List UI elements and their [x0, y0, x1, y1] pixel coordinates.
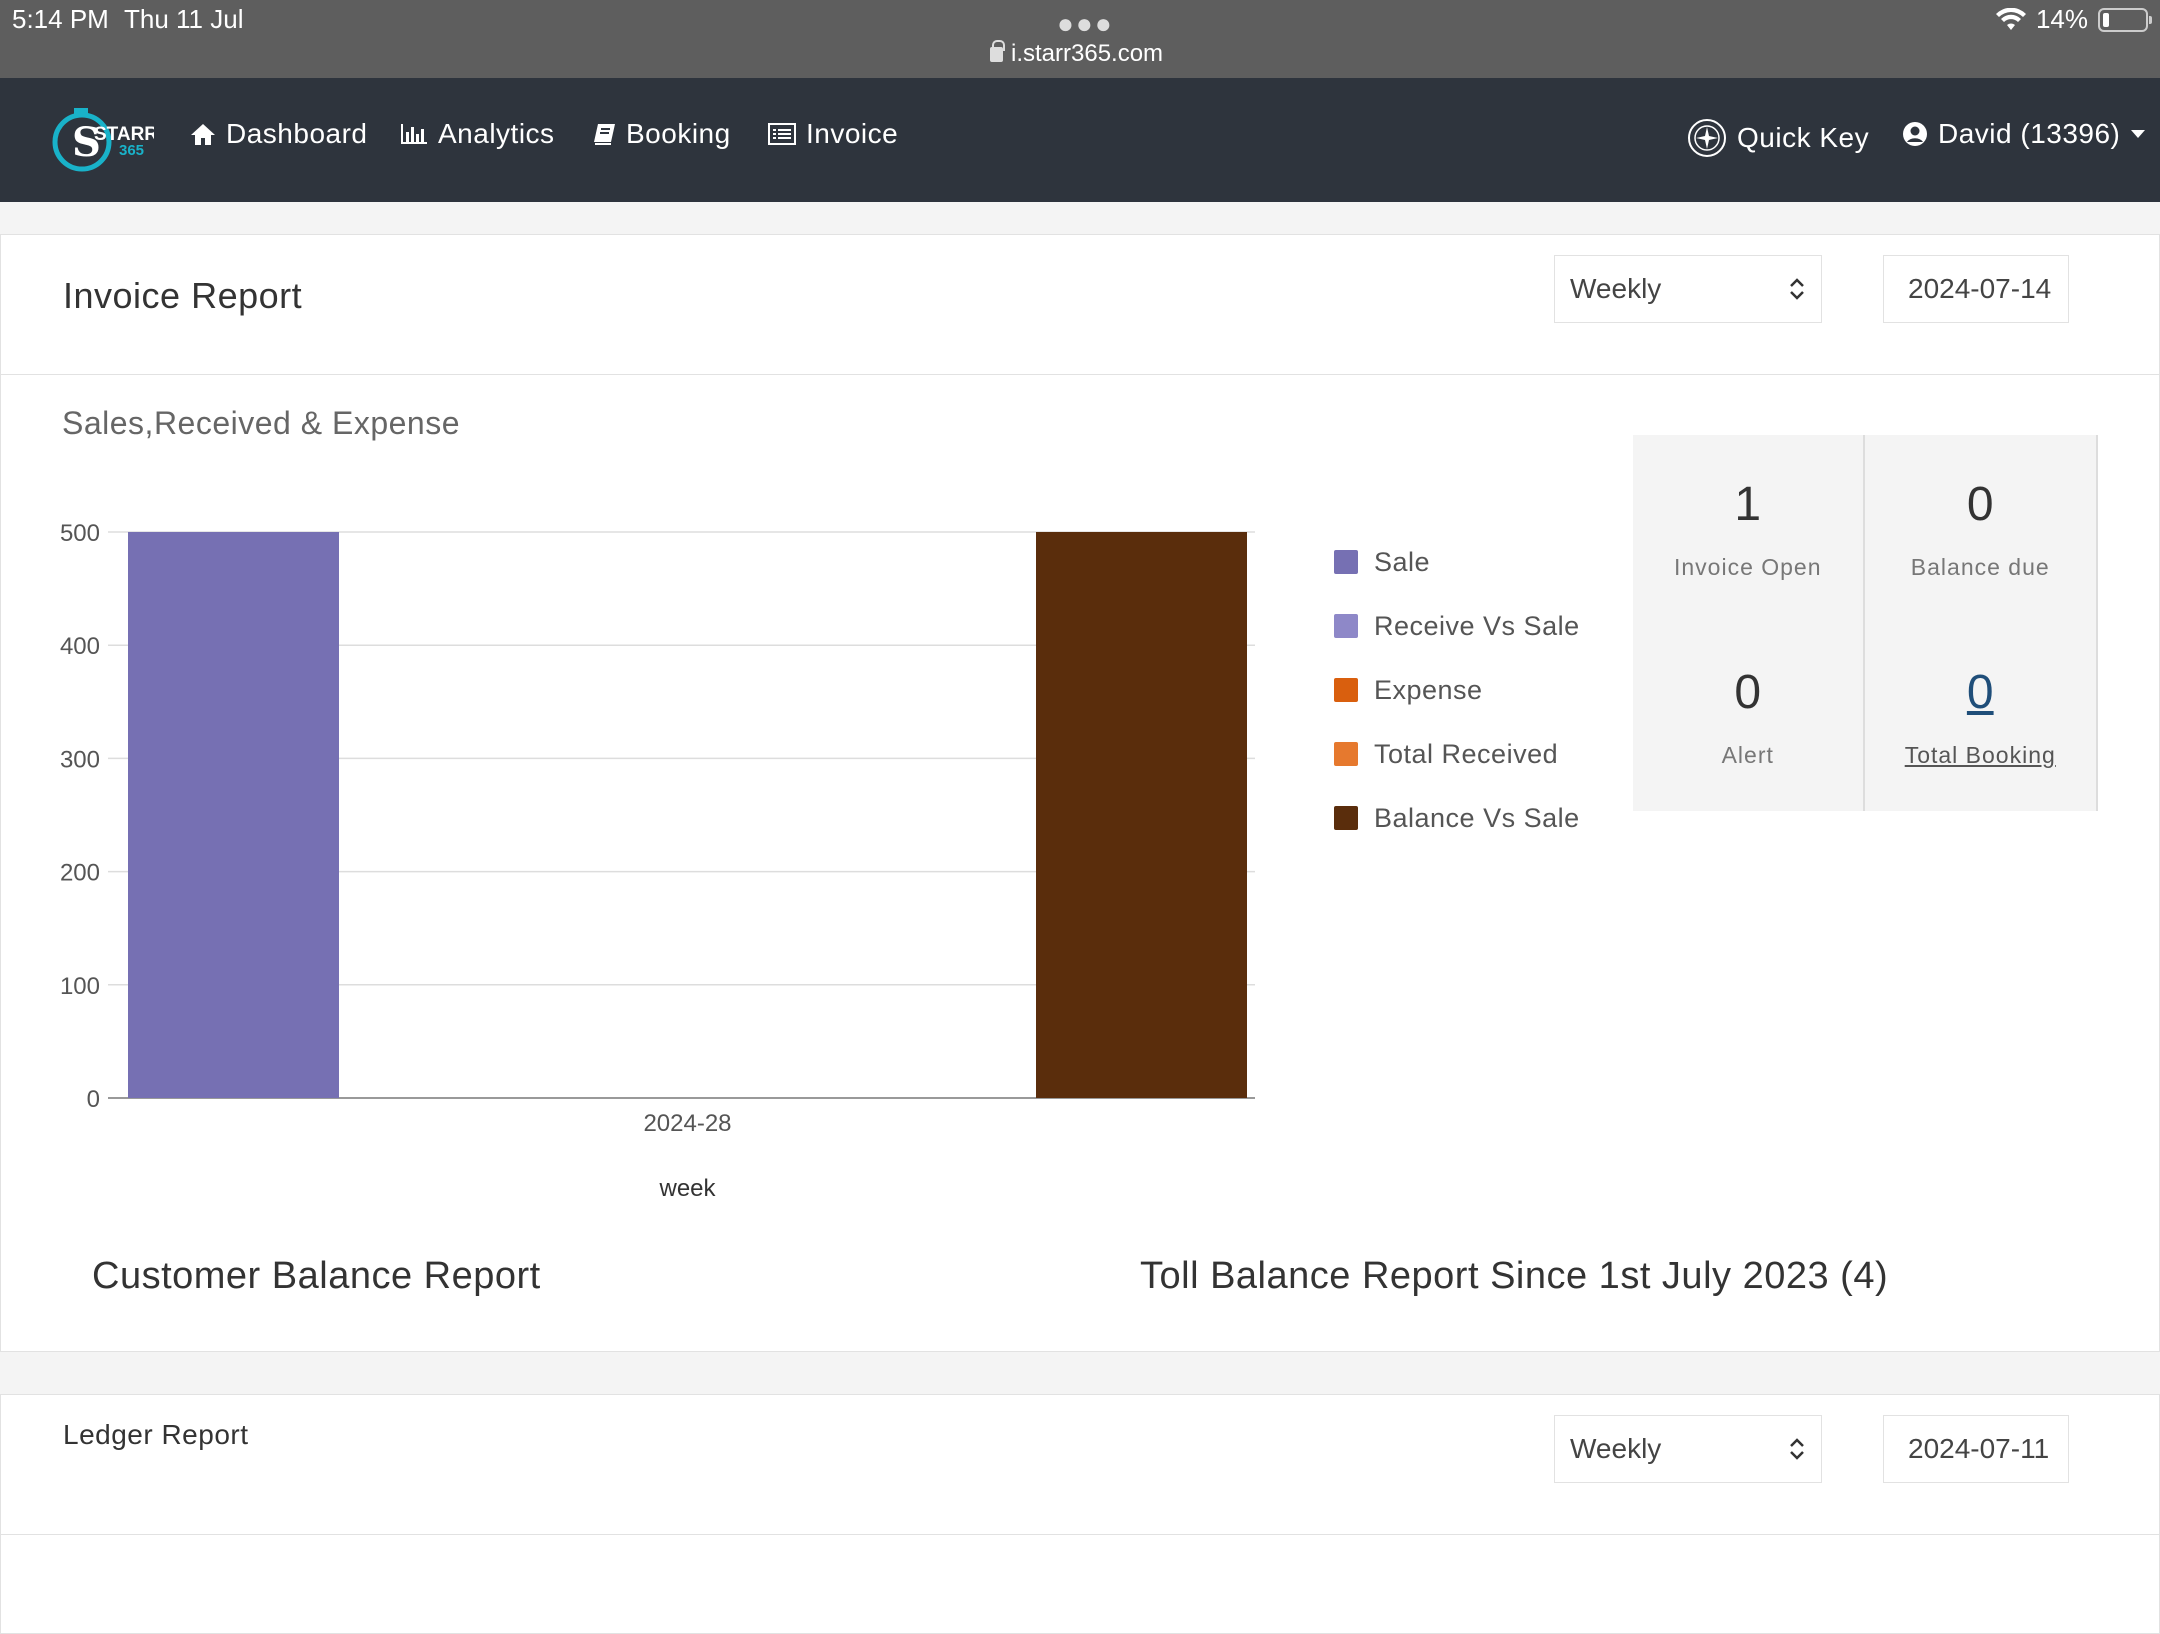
stat-value: 0 — [1734, 666, 1762, 719]
legend-item[interactable]: Sale — [1334, 530, 1580, 594]
y-tick-label: 500 — [60, 520, 100, 547]
stat-label: Balance due — [1910, 554, 2050, 580]
ledger-report-card: Ledger Report Weekly 2024-07-11 — [0, 1394, 2160, 1634]
legend-label: Sale — [1374, 546, 1431, 577]
toll-balance-title: Toll Balance Report Since 1st July 2023 … — [1140, 1255, 1889, 1297]
legend-swatch — [1334, 742, 1358, 766]
top-navbar: S STARR 365 Dashboard Analytics Booking … — [0, 78, 2160, 202]
status-right: 14% — [1995, 4, 2152, 35]
total-booking-link[interactable]: 0 — [1966, 666, 1994, 719]
url-bar[interactable]: i.starr365.com — [990, 39, 1164, 68]
ledger-report-title: Ledger Report — [63, 1419, 249, 1450]
ledger-card-header: Ledger Report Weekly 2024-07-11 — [1, 1395, 2159, 1535]
stat-value: 0 — [1966, 478, 1994, 531]
stat-invoice-open[interactable]: 1 Invoice Open — [1633, 435, 1865, 623]
bar-sale — [128, 532, 339, 1098]
status-time: 5:14 PM — [12, 4, 109, 34]
invoice-date-input[interactable]: 2024-07-14 — [1883, 255, 2069, 323]
stat-label: Invoice Open — [1673, 554, 1822, 580]
ledger-period-value: Weekly — [1570, 1433, 1662, 1464]
lock-icon — [990, 39, 1005, 62]
legend-swatch — [1334, 614, 1358, 638]
quick-key-button[interactable]: Quick Key — [1687, 118, 1869, 158]
invoice-period-select[interactable]: Weekly — [1554, 255, 1822, 323]
chart-title: Sales,Received & Expense — [62, 405, 460, 441]
caret-down-icon — [2131, 130, 2146, 138]
legend-swatch — [1334, 550, 1358, 574]
starr-logo[interactable]: S STARR 365 — [50, 102, 154, 174]
ledger-date-value: 2024-07-11 — [1908, 1433, 2050, 1464]
y-tick-label: 400 — [60, 633, 100, 660]
invoice-period-value: Weekly — [1570, 273, 1662, 304]
nav-dashboard-label: Dashboard — [226, 118, 368, 149]
invoice-card-header: Invoice Report Weekly 2024-07-14 — [1, 235, 2159, 375]
stat-total-booking[interactable]: 0 Total Booking — [1865, 623, 2097, 811]
y-tick-label: 200 — [60, 860, 100, 887]
nav-booking[interactable]: Booking — [592, 118, 731, 150]
nav-analytics-label: Analytics — [438, 118, 555, 149]
wifi-icon — [1995, 7, 2026, 32]
svg-text:STARR: STARR — [94, 124, 154, 145]
x-tick-label: 2024-28 — [643, 1110, 731, 1137]
list-icon — [768, 123, 796, 145]
quick-key-label: Quick Key — [1737, 122, 1870, 153]
home-icon — [191, 124, 215, 145]
y-tick-label: 300 — [60, 746, 100, 773]
legend-label: Balance Vs Sale — [1374, 802, 1580, 833]
more-dots-icon[interactable]: ●●● — [1057, 8, 1114, 39]
user-icon — [1903, 122, 1927, 146]
battery-icon — [2098, 7, 2152, 32]
updown-chevron-icon — [1790, 1438, 1804, 1460]
y-tick-label: 100 — [60, 973, 100, 1000]
total-booking-label-link[interactable]: Total Booking — [1904, 742, 2056, 768]
battery-percent: 14% — [2035, 4, 2088, 34]
legend-label: Receive Vs Sale — [1374, 610, 1580, 641]
y-tick-label: 0 — [87, 1086, 100, 1113]
updown-chevron-icon — [1790, 278, 1804, 300]
nav-invoice-label: Invoice — [806, 118, 899, 149]
stat-alert[interactable]: 0 Alert — [1633, 623, 1865, 811]
nav-dashboard[interactable]: Dashboard — [190, 118, 367, 150]
url-text: i.starr365.com — [1011, 40, 1164, 67]
user-menu[interactable]: David (13396) — [1902, 118, 2146, 150]
svg-text:365: 365 — [119, 142, 144, 159]
bar-balance-vs-sale — [1036, 532, 1247, 1098]
legend-label: Total Received — [1374, 738, 1559, 769]
invoice-date-value: 2024-07-14 — [1908, 273, 2052, 304]
x-axis-label: week — [658, 1175, 716, 1202]
ledger-period-select[interactable]: Weekly — [1554, 1415, 1822, 1483]
svg-text:S: S — [72, 119, 101, 166]
ledger-date-input[interactable]: 2024-07-11 — [1883, 1415, 2069, 1483]
nav-booking-label: Booking — [626, 118, 731, 149]
status-date: Thu 11 Jul — [124, 4, 244, 34]
legend-label: Expense — [1374, 674, 1483, 705]
stat-value: 1 — [1734, 478, 1762, 531]
legend-item[interactable]: Balance Vs Sale — [1334, 786, 1580, 850]
legend-item[interactable]: Receive Vs Sale — [1334, 594, 1580, 658]
book-icon — [594, 124, 615, 145]
legend-swatch — [1334, 806, 1358, 830]
nav-analytics[interactable]: Analytics — [400, 118, 555, 150]
invoice-report-title: Invoice Report — [63, 275, 303, 316]
stat-label: Alert — [1721, 742, 1774, 768]
stat-balance-due[interactable]: 0 Balance due — [1865, 435, 2097, 623]
legend-item[interactable]: Expense — [1334, 658, 1580, 722]
bar-chart-icon — [401, 124, 427, 144]
legend-item[interactable]: Total Received — [1334, 722, 1580, 786]
user-name: David (13396) — [1938, 118, 2121, 149]
nav-invoice[interactable]: Invoice — [768, 118, 898, 150]
chart-legend: Sale Receive Vs Sale Expense Total Received… — [1334, 530, 1580, 850]
sales-chart: 0 100 200 300 400 500 2024-28 week — [60, 520, 1255, 1202]
stats-grid: 1 Invoice Open 0 Balance due 0 Alert 0 T… — [1633, 435, 2098, 811]
status-bar: 5:14 PM Thu 11 Jul ●●● i.starr365.com 14… — [0, 0, 2160, 78]
compass-icon — [1688, 119, 1726, 157]
customer-balance-title: Customer Balance Report — [92, 1255, 541, 1297]
legend-swatch — [1334, 678, 1358, 702]
